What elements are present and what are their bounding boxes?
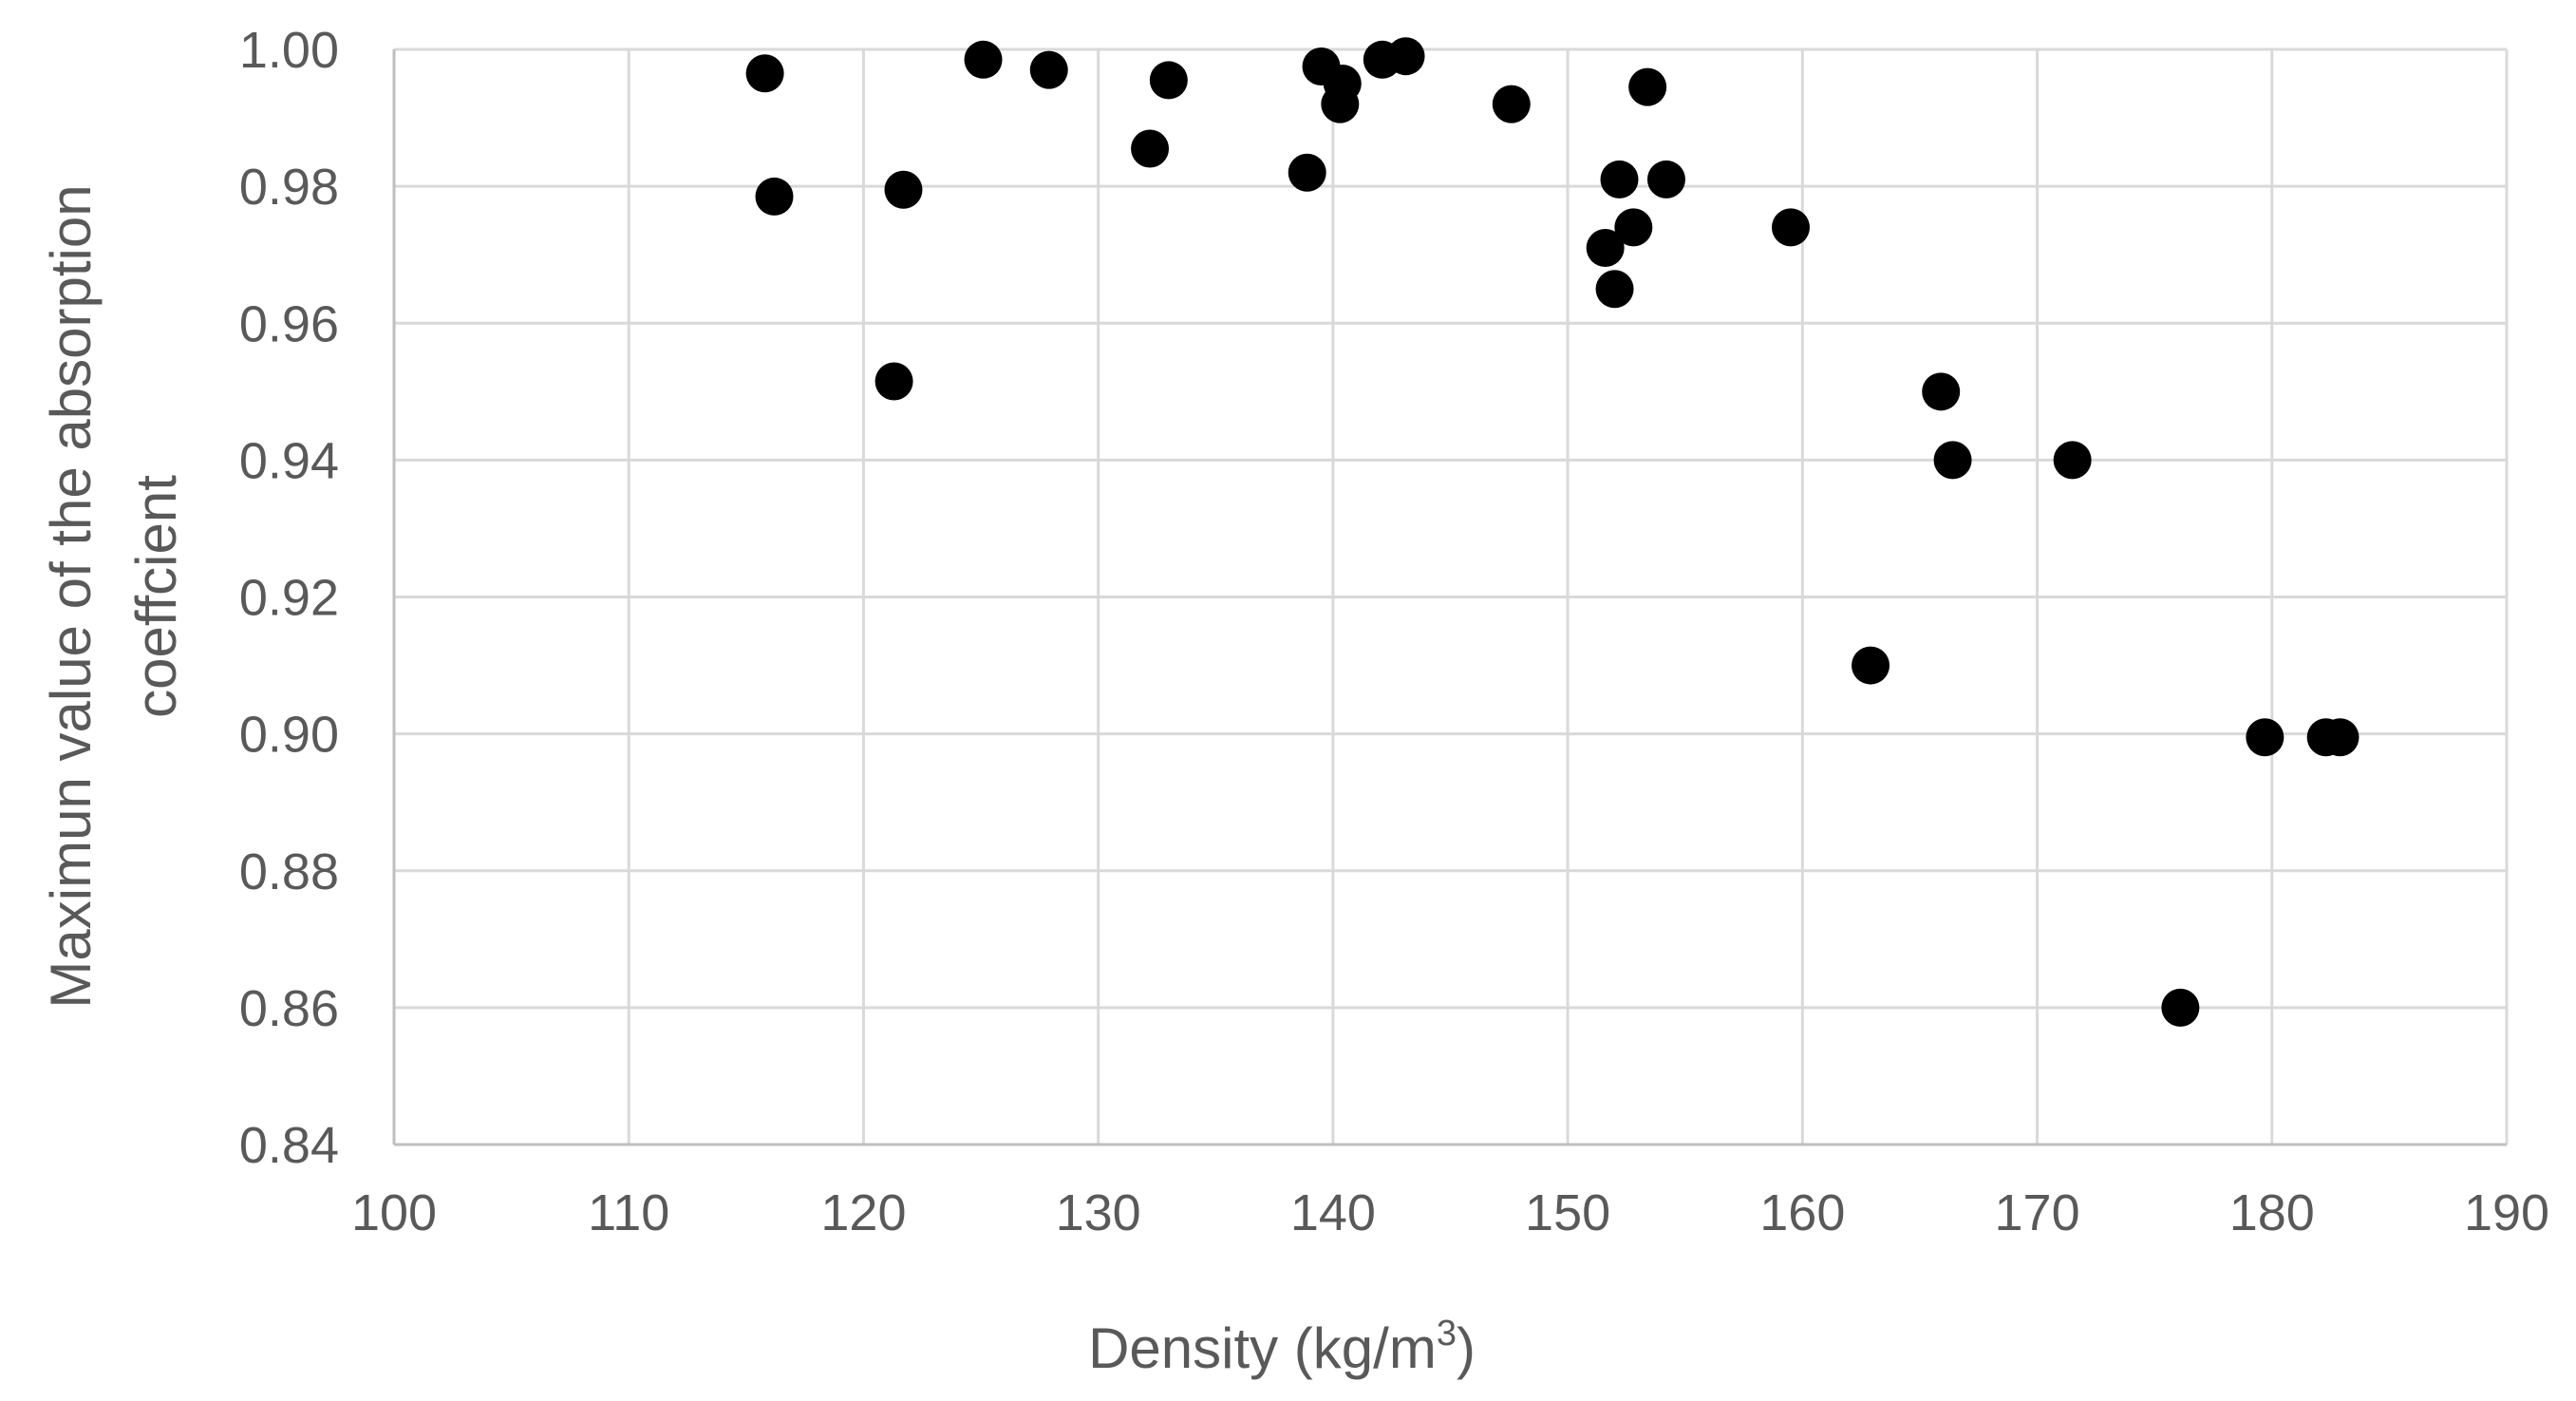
x-tick-label: 170 (1995, 1184, 2080, 1241)
data-point (1288, 153, 1326, 192)
x-tick-labels: 100 110 120 130 140 150 160 170 180 190 (351, 1184, 2549, 1241)
data-point (1628, 67, 1667, 106)
y-axis-title-line-1: Maximun value of the absorption (39, 184, 103, 1008)
data-point (1922, 372, 1961, 411)
axes (392, 49, 2507, 1146)
data-point (884, 170, 923, 209)
y-tick-label: 1.00 (239, 22, 339, 79)
x-axis-title-superscript: 3 (1437, 1314, 1457, 1354)
y-tick-label: 0.88 (239, 843, 339, 900)
data-point (1852, 646, 1890, 685)
data-point (1646, 160, 1685, 199)
grid (394, 47, 2509, 1145)
data-point (1771, 208, 1810, 247)
data-point (2053, 441, 2092, 480)
data-point (1492, 85, 1531, 123)
x-tick-label: 160 (1759, 1184, 1845, 1241)
data-point (1595, 270, 1634, 309)
y-tick-label: 0.86 (239, 980, 339, 1037)
y-tick-labels: 0.84 0.86 0.88 0.90 0.92 0.94 0.96 0.98 1.00 (239, 22, 339, 1174)
x-tick-label: 140 (1290, 1184, 1376, 1241)
data-point (1600, 160, 1639, 199)
data-point (1029, 50, 1068, 89)
data-point (1614, 208, 1653, 247)
x-tick-label: 110 (588, 1184, 669, 1241)
y-tick-label: 0.96 (239, 295, 339, 352)
data-point (1149, 61, 1188, 100)
data-point (1933, 441, 1972, 480)
data-point (2161, 988, 2200, 1027)
x-tick-label: 150 (1525, 1184, 1610, 1241)
x-axis-title-close: ) (1457, 1316, 1476, 1380)
data-point (2246, 718, 2285, 757)
x-tick-label: 130 (1056, 1184, 1141, 1241)
y-tick-label: 0.90 (239, 707, 339, 764)
data-point (1321, 85, 1360, 123)
y-tick-label: 0.98 (239, 159, 339, 216)
x-axis-title-base: Density (kg/m (1088, 1316, 1437, 1380)
data-point (874, 362, 913, 401)
y-tick-label: 0.92 (239, 570, 339, 627)
data-point (1131, 129, 1170, 168)
data-point (755, 177, 794, 216)
data-point (745, 54, 784, 93)
data-point (1586, 228, 1625, 267)
y-tick-label: 0.94 (239, 432, 339, 489)
y-axis-title-line-2: coeffcient (124, 475, 188, 718)
x-tick-label: 120 (820, 1184, 906, 1241)
data-point (964, 40, 1003, 79)
data-points (745, 37, 2360, 1027)
x-tick-label: 180 (2229, 1184, 2315, 1241)
y-tick-label: 0.84 (239, 1117, 339, 1174)
data-point (1386, 37, 1425, 76)
x-axis-title: Density (kg/m3) (1088, 1314, 1476, 1380)
data-point (2321, 718, 2360, 757)
x-tick-label: 190 (2464, 1184, 2549, 1241)
x-tick-label: 100 (351, 1184, 437, 1241)
